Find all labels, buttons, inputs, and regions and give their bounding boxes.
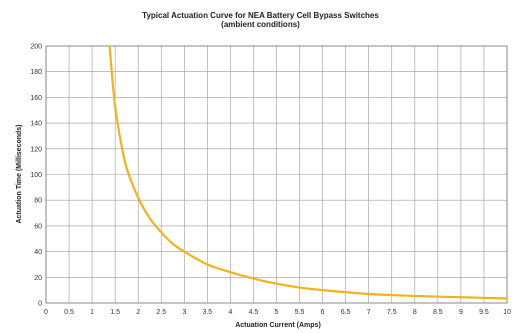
x-tick-label: 7.5 xyxy=(387,309,397,316)
series-line-0 xyxy=(108,44,509,300)
x-tick-label: 10 xyxy=(503,309,511,316)
y-tick-label: 40 xyxy=(34,249,42,256)
x-tick-label: 2 xyxy=(136,309,140,316)
x-tick-label: 9 xyxy=(459,309,463,316)
x-tick-label: 5 xyxy=(275,309,279,316)
x-tick-label: 3.5 xyxy=(202,309,212,316)
y-tick-label: 180 xyxy=(30,69,42,76)
y-tick-label: 200 xyxy=(30,44,42,51)
x-tick-label: 7 xyxy=(367,309,371,316)
series xyxy=(108,44,509,300)
x-tick-label: 4.5 xyxy=(249,309,259,316)
x-tick-label: 9.5 xyxy=(479,309,489,316)
x-tick-label: 5.5 xyxy=(295,309,305,316)
x-tick-label: 2.5 xyxy=(156,309,166,316)
y-tick-label: 140 xyxy=(30,121,42,128)
chart-title: Typical Actuation Curve for NEA Battery … xyxy=(142,11,379,20)
x-tick-label: 8 xyxy=(413,309,417,316)
y-tick-label: 120 xyxy=(30,146,42,153)
x-axis-label: Actuation Current (Amps) xyxy=(235,322,321,329)
x-tick-label: 0.5 xyxy=(64,309,74,316)
y-tick-label: 0 xyxy=(38,301,42,308)
grid xyxy=(45,45,508,304)
tick-labels: 0 0.5 1 1.5 2 2.5 3 3.5 4 4.5 5 5.5 6 6.5 7 7.5 8 8.5 9 9.5… xyxy=(30,44,511,317)
x-tick-label: 6.5 xyxy=(341,309,351,316)
y-axis-label: Actuation Time (Milliseconds) xyxy=(16,124,23,223)
x-tick-label: 8.5 xyxy=(433,309,443,316)
y-tick-label: 160 xyxy=(30,95,42,102)
y-tick-label: 60 xyxy=(34,223,42,230)
x-tick-label: 1 xyxy=(90,309,94,316)
x-tick-label: 0 xyxy=(44,309,48,316)
x-tick-label: 4 xyxy=(228,309,232,316)
x-tick-label: 1.5 xyxy=(110,309,120,316)
chart-subtitle: (ambient conditions) xyxy=(221,20,300,29)
x-tick-label: 6 xyxy=(321,309,325,316)
y-tick-label: 100 xyxy=(30,172,42,179)
y-tick-label: 80 xyxy=(34,198,42,205)
y-tick-label: 20 xyxy=(34,275,42,282)
x-tick-label: 3 xyxy=(182,309,186,316)
plot-frame xyxy=(45,45,508,304)
